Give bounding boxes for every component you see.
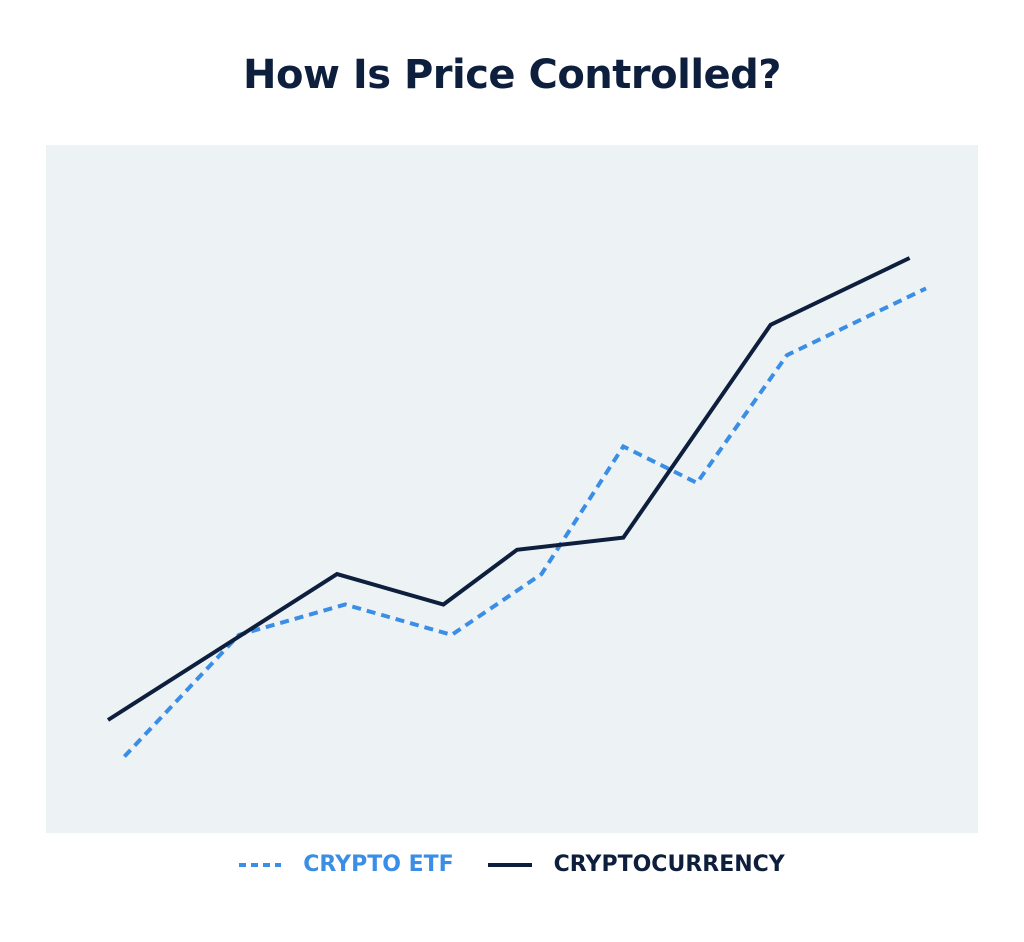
plot-area [46,145,978,833]
legend-item-cryptocurrency: CRYPTOCURRENCY [487,852,785,877]
legend-label-crypto-etf: CRYPTO ETF [303,852,454,877]
legend-swatch-solid-icon [487,862,532,867]
legend-item-crypto-etf: CRYPTO ETF [239,852,454,877]
plot-svg [106,256,927,758]
legend-label-cryptocurrency: CRYPTOCURRENCY [553,852,785,877]
chart-title: How Is Price Controlled? [243,52,782,98]
legend-swatch-dashed-icon [239,862,282,867]
series-line-cryptocurrency [106,256,911,722]
series-line-crypto-etf [122,286,927,758]
legend: CRYPTO ETF CRYPTOCURRENCY [0,852,1024,877]
